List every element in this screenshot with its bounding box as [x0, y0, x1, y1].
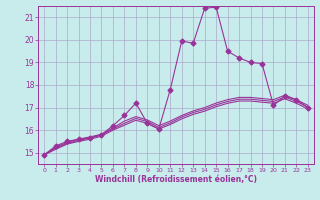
X-axis label: Windchill (Refroidissement éolien,°C): Windchill (Refroidissement éolien,°C)	[95, 175, 257, 184]
